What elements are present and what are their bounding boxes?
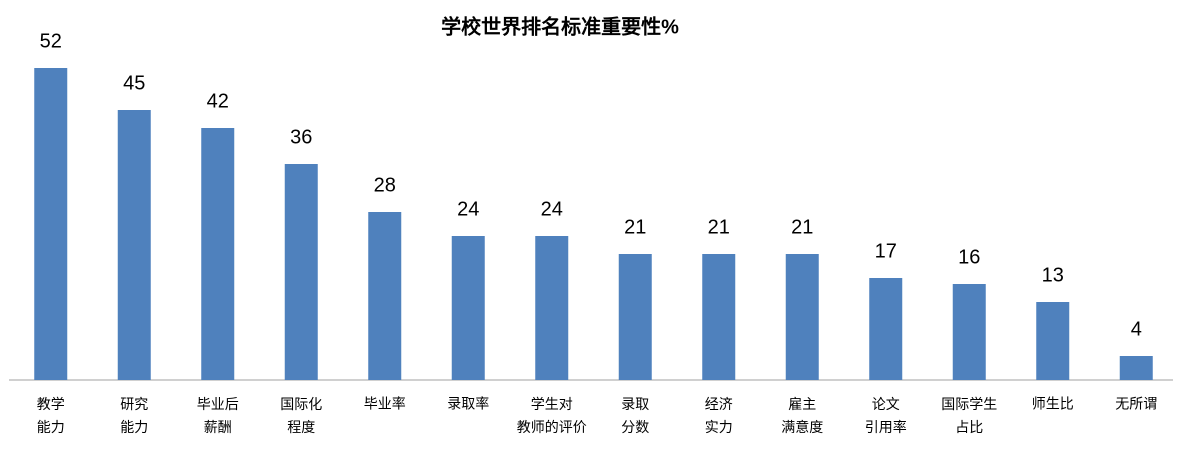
value-label: 13 — [1042, 264, 1064, 286]
value-label: 36 — [290, 126, 312, 148]
value-label: 24 — [457, 198, 479, 220]
bar — [952, 284, 986, 380]
x-tick-label: 国际学生占比 — [941, 396, 997, 435]
value-label: 24 — [541, 198, 563, 220]
value-label: 45 — [123, 72, 145, 94]
x-tick-label: 无所谓 — [1115, 396, 1157, 412]
value-label: 16 — [958, 246, 980, 268]
value-label: 42 — [207, 90, 229, 112]
chart-title: 学校世界排名标准重要性% — [441, 14, 679, 38]
bar — [785, 254, 819, 380]
bar — [618, 254, 652, 380]
value-label: 21 — [624, 216, 646, 238]
bar — [368, 212, 402, 380]
x-tick-label: 录取分数 — [621, 396, 649, 435]
value-label: 52 — [40, 30, 62, 52]
bar — [117, 110, 151, 380]
value-label: 21 — [791, 216, 813, 238]
x-tick-label: 教学能力 — [37, 396, 65, 435]
x-tick-label: 经济实力 — [705, 396, 733, 435]
x-tick-label: 研究能力 — [120, 396, 148, 435]
x-tick-label: 学生对教师的评价 — [517, 396, 587, 435]
bar — [201, 128, 235, 380]
x-tick-label: 录取率 — [447, 396, 489, 412]
x-tick-label: 论文引用率 — [865, 396, 907, 435]
bar — [34, 68, 68, 380]
value-label: 4 — [1131, 318, 1142, 340]
bar — [535, 236, 569, 380]
x-tick-label: 雇主满意度 — [781, 396, 823, 435]
x-tick-label: 国际化程度 — [280, 396, 322, 435]
value-label: 17 — [875, 240, 897, 262]
value-label: 28 — [374, 174, 396, 196]
bar — [1119, 356, 1153, 380]
bar — [1036, 302, 1070, 380]
bar — [702, 254, 736, 380]
bar — [284, 164, 318, 380]
x-tick-label: 师生比 — [1032, 396, 1074, 412]
value-label: 21 — [708, 216, 730, 238]
x-tick-label: 毕业率 — [364, 396, 406, 412]
x-tick-label: 毕业后薪酬 — [197, 396, 239, 435]
bar — [451, 236, 485, 380]
bar — [869, 278, 903, 380]
